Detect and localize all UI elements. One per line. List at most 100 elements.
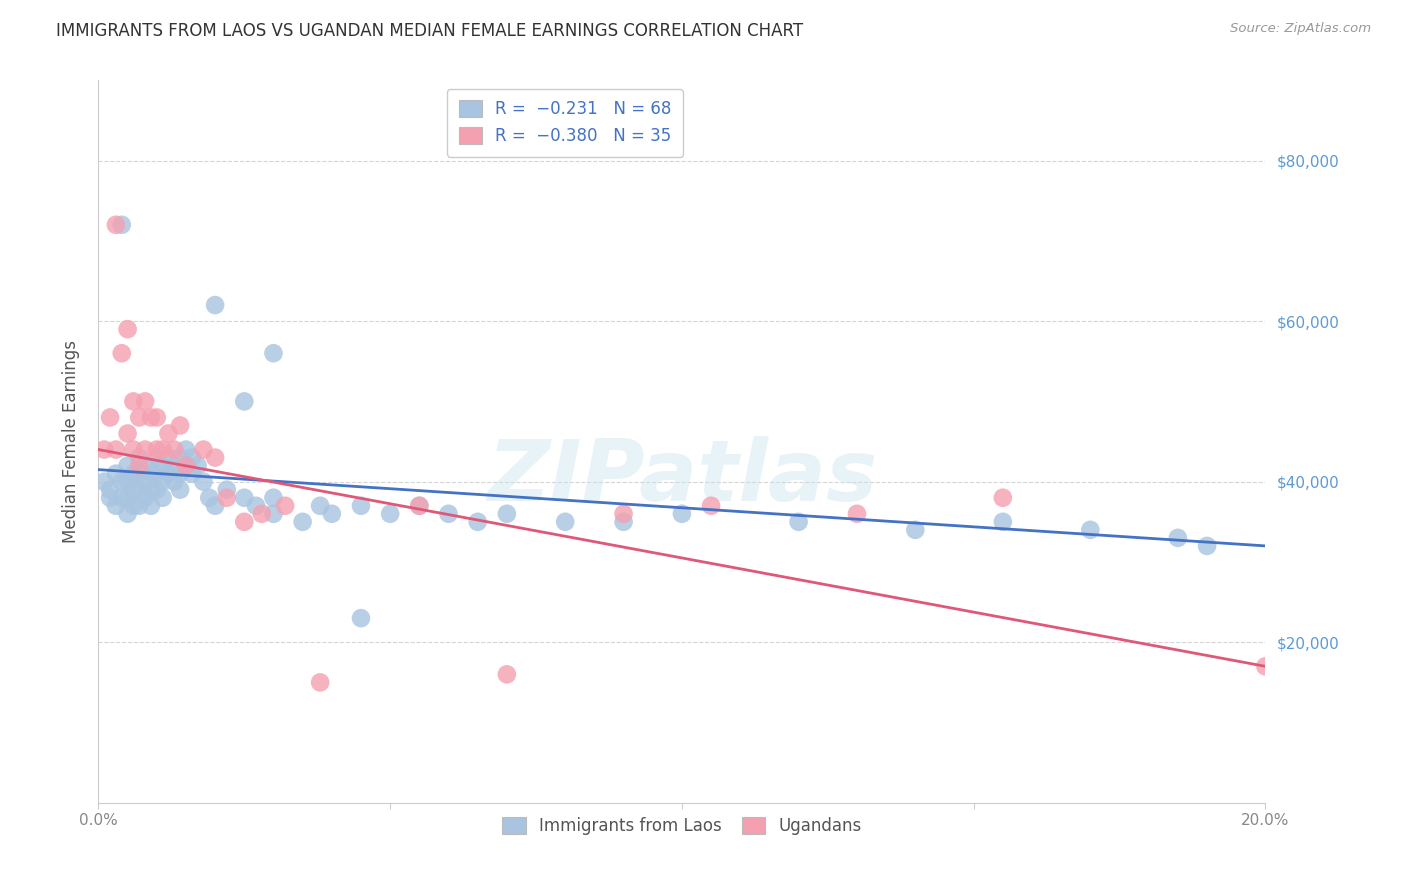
Point: [467, 515, 489, 529]
Point: [321, 507, 343, 521]
Point: [157, 467, 180, 481]
Point: [187, 458, 209, 473]
Point: [309, 499, 332, 513]
Point: [117, 507, 139, 521]
Point: [174, 442, 197, 457]
Point: [262, 491, 284, 505]
Point: [134, 491, 156, 505]
Point: [139, 410, 162, 425]
Point: [233, 515, 256, 529]
Point: [104, 218, 127, 232]
Point: [157, 426, 180, 441]
Point: [215, 483, 238, 497]
Point: [117, 475, 139, 489]
Text: ZIPatlas: ZIPatlas: [486, 436, 877, 519]
Point: [380, 507, 402, 521]
Point: [146, 410, 169, 425]
Point: [174, 458, 197, 473]
Point: [152, 442, 174, 457]
Point: [128, 458, 150, 473]
Point: [111, 491, 134, 505]
Point: [122, 442, 145, 457]
Point: [204, 450, 226, 465]
Point: [128, 483, 150, 497]
Point: [117, 322, 139, 336]
Point: [128, 499, 150, 513]
Text: IMMIGRANTS FROM LAOS VS UGANDAN MEDIAN FEMALE EARNINGS CORRELATION CHART: IMMIGRANTS FROM LAOS VS UGANDAN MEDIAN F…: [56, 22, 803, 40]
Point: [139, 499, 162, 513]
Text: Source: ZipAtlas.com: Source: ZipAtlas.com: [1230, 22, 1371, 36]
Point: [163, 475, 186, 489]
Point: [104, 442, 127, 457]
Point: [122, 467, 145, 481]
Point: [193, 475, 215, 489]
Point: [496, 667, 519, 681]
Point: [904, 523, 927, 537]
Point: [309, 675, 332, 690]
Point: [128, 450, 150, 465]
Point: [139, 483, 162, 497]
Point: [991, 515, 1014, 529]
Point: [612, 515, 634, 529]
Point: [93, 475, 115, 489]
Point: [104, 499, 127, 513]
Point: [111, 475, 134, 489]
Point: [612, 507, 634, 521]
Point: [98, 491, 121, 505]
Point: [169, 418, 191, 433]
Point: [204, 499, 226, 513]
Point: [169, 483, 191, 497]
Point: [198, 491, 221, 505]
Point: [408, 499, 430, 513]
Point: [1167, 531, 1189, 545]
Point: [146, 467, 169, 481]
Point: [204, 298, 226, 312]
Point: [262, 346, 284, 360]
Point: [152, 475, 174, 489]
Point: [250, 507, 273, 521]
Point: [496, 507, 519, 521]
Point: [134, 442, 156, 457]
Point: [111, 218, 134, 232]
Point: [291, 515, 314, 529]
Point: [274, 499, 297, 513]
Point: [554, 515, 576, 529]
Point: [1080, 523, 1102, 537]
Point: [180, 450, 202, 465]
Point: [146, 450, 169, 465]
Point: [152, 458, 174, 473]
Point: [262, 507, 284, 521]
Point: [215, 491, 238, 505]
Point: [146, 442, 169, 457]
Point: [157, 450, 180, 465]
Point: [122, 499, 145, 513]
Point: [128, 410, 150, 425]
Point: [122, 394, 145, 409]
Point: [134, 475, 156, 489]
Point: [233, 394, 256, 409]
Point: [122, 483, 145, 497]
Point: [846, 507, 869, 521]
Point: [1195, 539, 1218, 553]
Point: [117, 458, 139, 473]
Point: [93, 442, 115, 457]
Legend: Immigrants from Laos, Ugandans: Immigrants from Laos, Ugandans: [492, 807, 872, 845]
Point: [163, 442, 186, 457]
Point: [671, 507, 693, 521]
Point: [163, 458, 186, 473]
Point: [169, 467, 191, 481]
Point: [117, 426, 139, 441]
Point: [787, 515, 810, 529]
Point: [128, 467, 150, 481]
Point: [233, 491, 256, 505]
Point: [104, 467, 127, 481]
Point: [193, 442, 215, 457]
Point: [134, 458, 156, 473]
Point: [134, 394, 156, 409]
Point: [169, 450, 191, 465]
Point: [1254, 659, 1277, 673]
Point: [174, 458, 197, 473]
Point: [146, 483, 169, 497]
Point: [245, 499, 267, 513]
Point: [991, 491, 1014, 505]
